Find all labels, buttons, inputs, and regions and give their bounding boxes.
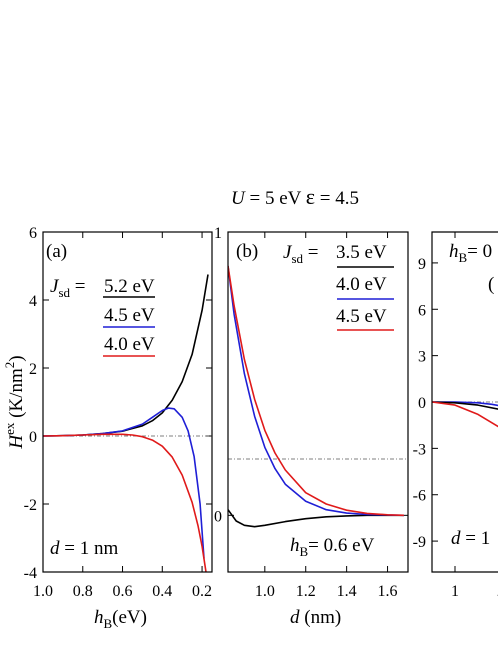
panel-b: 1.0 1.2 1.4 1.6 1 0 (b) Jsd = 3.5 eV 4.0 eV 4… <box>214 225 409 628</box>
panel-c-y-tick-label: -9 <box>413 534 426 551</box>
panel-a-x-axis-label-sub: B <box>104 616 113 631</box>
panel-c-y-tick-label: 9 <box>418 256 426 273</box>
panel-c-ticks: 129630-3-6-9 <box>413 232 498 600</box>
panel-a-x-axis-label-unit: (eV) <box>112 607 147 628</box>
panel-b-legend-title-main: J <box>283 242 293 263</box>
panel-a-ticks: 1.0 0.8 0.6 0.4 0.2 6 4 2 0 -2 -4 <box>24 225 212 600</box>
panel-a-y-tick-label: 6 <box>29 225 37 242</box>
panel-a-legend-title-eq: = <box>70 276 85 297</box>
panel-a: 1.0 0.8 0.6 0.4 0.2 6 4 2 0 -2 -4 (a) Jsd = 5.2 eV… <box>2 225 213 631</box>
panel-a-y-axis-label: Hex (K/nm2) <box>2 355 27 449</box>
u-value: = 5 eV <box>245 188 306 209</box>
panel-a-series-4-0-ev <box>43 433 207 572</box>
panel-a-y-axis-label-unit-a: (K/nm <box>6 368 27 423</box>
panel-a-legend-title-main: J <box>50 276 60 297</box>
panel-c-series-red <box>432 401 498 428</box>
panel-a-x-tick-label: 0.2 <box>192 583 212 600</box>
panel-b-x-tick-label: 1.6 <box>378 583 398 600</box>
panel-c: 129630-3-6-9 hB= 0 ( d = 1 <box>413 231 498 600</box>
figure-header: U = 5 eV ε = 4.5 <box>231 184 359 209</box>
panel-a-y-axis-label-main: H <box>6 434 27 450</box>
panel-c-frame <box>431 231 498 573</box>
panel-a-y-tick-label: -4 <box>24 565 37 582</box>
u-symbol: U <box>231 188 246 209</box>
panel-b-series <box>228 265 404 528</box>
panel-b-legend-title: Jsd = <box>283 242 318 266</box>
panel-c-series <box>432 401 498 428</box>
epsilon-symbol: ε <box>306 184 315 209</box>
panel-b-legend-title-sub: sd <box>291 251 303 266</box>
panel-b-annotation-rest: = 0.6 eV <box>308 535 374 556</box>
panel-b-series-4-5-ev <box>228 265 404 517</box>
panel-b-label: (b) <box>236 241 258 262</box>
panel-b-frame <box>227 231 409 573</box>
panel-b-x-tick-label: 1.0 <box>255 583 275 600</box>
panel-c-annotation-rest: = 1 <box>461 528 491 549</box>
panel-c-y-tick-label: 0 <box>418 395 426 412</box>
panel-b-y-tick-label: 0 <box>214 508 222 525</box>
panel-b-legend-label-1: 3.5 eV <box>336 242 387 263</box>
panel-a-y-axis-label-unit-sup: 2 <box>2 362 17 369</box>
panel-a-legend-label-3: 4.0 eV <box>104 334 155 355</box>
panel-b-series-4-0-ev <box>228 265 404 517</box>
panel-a-x-tick-label: 1.0 <box>33 583 53 600</box>
panel-c-y-tick-label: -3 <box>413 441 426 458</box>
panel-c-annotation-main: d <box>451 528 461 549</box>
panel-b-annotation-sub: B <box>300 544 309 559</box>
panel-c-header-main: h <box>449 241 459 262</box>
panel-c-label-fragment: ( <box>488 274 494 295</box>
panel-a-y-tick-label: 0 <box>29 429 37 446</box>
panel-b-legend-label-2: 4.0 eV <box>336 274 387 295</box>
panel-c-y-tick-label: 3 <box>418 349 426 366</box>
panel-a-legend-label-2: 4.5 eV <box>104 305 155 326</box>
panel-b-legend-title-eq: = <box>303 242 318 263</box>
panel-a-annotation-main: d <box>50 538 60 559</box>
panel-a-series <box>43 274 209 572</box>
panel-a-y-tick-label: -2 <box>24 497 37 514</box>
panel-b-annotation: hB= 0.6 eV <box>290 535 375 559</box>
panel-b-y-tick-label: 1 <box>214 225 222 242</box>
panel-a-annotation: d = 1 nm <box>50 538 118 559</box>
panel-a-x-axis-label-main: h <box>94 607 104 628</box>
panel-b-annotation-main: h <box>290 535 300 556</box>
panel-c-annotation: d = 1 <box>451 528 490 549</box>
panel-c-series-black <box>432 401 498 410</box>
panel-b-x-axis-label-unit: (nm) <box>300 607 342 628</box>
panel-a-label: (a) <box>46 241 67 262</box>
panel-a-annotation-rest: = 1 nm <box>60 538 119 559</box>
panel-b-series-3-5-ev <box>228 509 404 528</box>
panel-c-x-tick-label: 1 <box>451 583 459 600</box>
panel-a-y-axis-label-sup: ex <box>2 422 17 435</box>
epsilon-value: = 4.5 <box>315 188 359 209</box>
panel-b-x-axis-label: d (nm) <box>290 607 341 628</box>
panel-b-x-axis-label-main: d <box>290 607 300 628</box>
panel-a-legend-title-sub: sd <box>58 285 70 300</box>
panel-a-x-tick-label: 0.4 <box>152 583 172 600</box>
panel-b-x-tick-label: 1.4 <box>337 583 357 600</box>
panel-a-series-4-5-ev <box>43 407 205 559</box>
panel-a-y-tick-label: 2 <box>29 361 37 378</box>
panel-c-header: hB= 0 <box>449 241 492 265</box>
panel-c-header-sub: B <box>459 250 468 265</box>
panel-a-x-tick-label: 0.8 <box>73 583 93 600</box>
panel-c-header-rest: = 0 <box>467 241 492 262</box>
panel-c-y-tick-label: -6 <box>413 488 426 505</box>
panel-a-y-axis-label-unit-b: ) <box>6 355 27 361</box>
panel-b-x-tick-label: 1.2 <box>296 583 316 600</box>
panel-a-x-tick-label: 0.6 <box>113 583 133 600</box>
panel-c-y-tick-label: 6 <box>418 302 426 319</box>
panel-a-legend-label-1: 5.2 eV <box>104 276 155 297</box>
panel-a-x-axis-label: hB(eV) <box>94 607 147 631</box>
panel-a-frame <box>42 231 213 573</box>
panel-a-legend-title: Jsd = <box>50 276 85 300</box>
panel-a-y-tick-label: 4 <box>29 293 37 310</box>
panel-b-legend-label-3: 4.5 eV <box>336 306 387 327</box>
